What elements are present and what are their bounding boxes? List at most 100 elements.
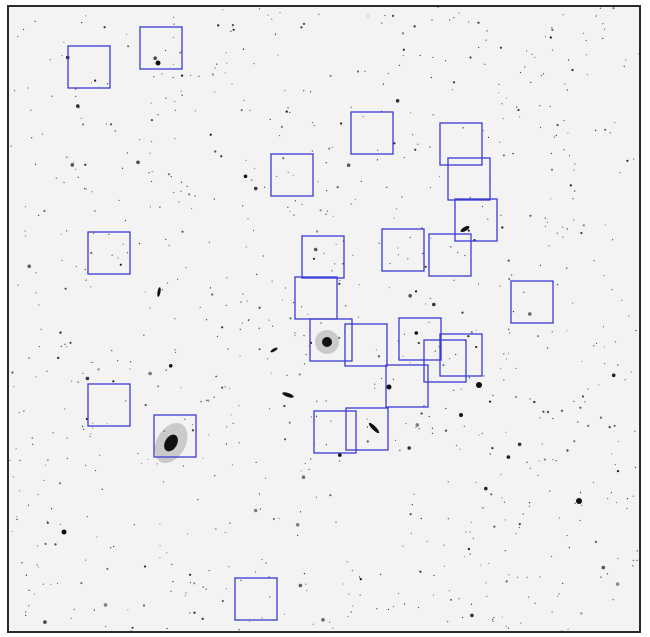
star — [73, 608, 75, 610]
star — [543, 458, 547, 461]
star — [335, 243, 337, 245]
star — [493, 617, 495, 619]
star — [202, 586, 204, 588]
star — [350, 203, 352, 205]
star — [60, 233, 62, 235]
star — [409, 236, 411, 239]
star — [387, 608, 390, 611]
star — [274, 33, 277, 35]
star — [439, 175, 441, 178]
star — [138, 242, 140, 245]
star — [40, 328, 42, 330]
star — [557, 595, 559, 597]
star — [401, 196, 403, 198]
star — [633, 158, 635, 160]
star — [43, 620, 47, 624]
star — [540, 126, 542, 129]
star — [599, 7, 602, 9]
star — [481, 432, 484, 434]
star — [444, 429, 448, 432]
star — [329, 74, 332, 77]
star — [328, 147, 331, 150]
star — [557, 283, 559, 286]
star — [487, 218, 489, 220]
star — [432, 594, 435, 596]
star — [173, 191, 175, 193]
star — [190, 74, 192, 76]
star — [197, 499, 199, 501]
star — [468, 21, 470, 23]
star — [426, 540, 428, 543]
star — [66, 437, 68, 439]
star — [238, 629, 240, 631]
star — [258, 306, 261, 309]
star — [507, 627, 509, 629]
star — [90, 286, 92, 288]
star — [30, 109, 32, 111]
star — [508, 574, 510, 576]
star — [141, 462, 143, 464]
star — [130, 629, 132, 631]
star — [252, 229, 255, 232]
star — [615, 341, 617, 343]
star — [409, 513, 412, 516]
star — [477, 283, 480, 285]
star — [550, 198, 552, 200]
star — [70, 163, 75, 167]
star — [214, 67, 216, 69]
star — [279, 12, 281, 14]
star — [21, 562, 23, 564]
star — [505, 625, 507, 627]
star — [27, 87, 29, 89]
star — [262, 255, 264, 257]
star — [264, 186, 266, 188]
star — [208, 241, 210, 243]
star — [431, 19, 433, 21]
star — [604, 224, 607, 226]
star — [194, 195, 196, 197]
star — [181, 74, 184, 77]
star — [170, 176, 172, 178]
star — [174, 318, 176, 320]
star — [113, 545, 115, 548]
star — [165, 369, 167, 371]
star — [106, 423, 108, 425]
star — [66, 230, 68, 232]
star — [272, 325, 274, 327]
star — [111, 350, 113, 352]
star — [431, 427, 433, 429]
star — [505, 97, 508, 99]
star — [503, 501, 506, 503]
star — [300, 470, 302, 472]
star — [486, 595, 488, 597]
star — [338, 453, 342, 457]
star — [28, 589, 30, 592]
star — [469, 56, 472, 59]
field-box — [350, 111, 394, 155]
star — [530, 81, 532, 83]
star — [515, 532, 517, 535]
star — [177, 278, 179, 280]
star — [376, 608, 378, 610]
star — [581, 360, 583, 362]
field-box — [423, 339, 467, 383]
star — [437, 7, 439, 8]
star — [443, 565, 445, 567]
star — [601, 565, 606, 570]
star — [623, 65, 625, 67]
star — [470, 331, 473, 334]
star — [334, 263, 336, 265]
star — [112, 380, 115, 383]
star — [558, 517, 560, 519]
star — [85, 188, 87, 190]
star — [90, 361, 92, 364]
star — [25, 614, 27, 617]
star — [77, 381, 79, 383]
star — [94, 79, 97, 82]
star — [85, 279, 87, 281]
star — [531, 53, 533, 55]
star — [156, 463, 158, 465]
star — [364, 70, 366, 72]
star — [174, 349, 176, 351]
star — [80, 582, 83, 585]
